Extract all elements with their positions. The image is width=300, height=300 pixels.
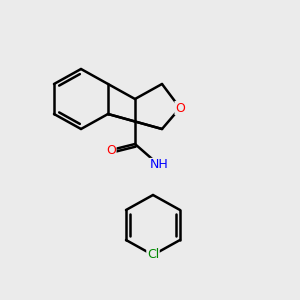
Text: NH: NH xyxy=(150,158,168,172)
Text: Cl: Cl xyxy=(147,248,159,262)
Text: O: O xyxy=(106,143,116,157)
Text: O: O xyxy=(175,101,185,115)
